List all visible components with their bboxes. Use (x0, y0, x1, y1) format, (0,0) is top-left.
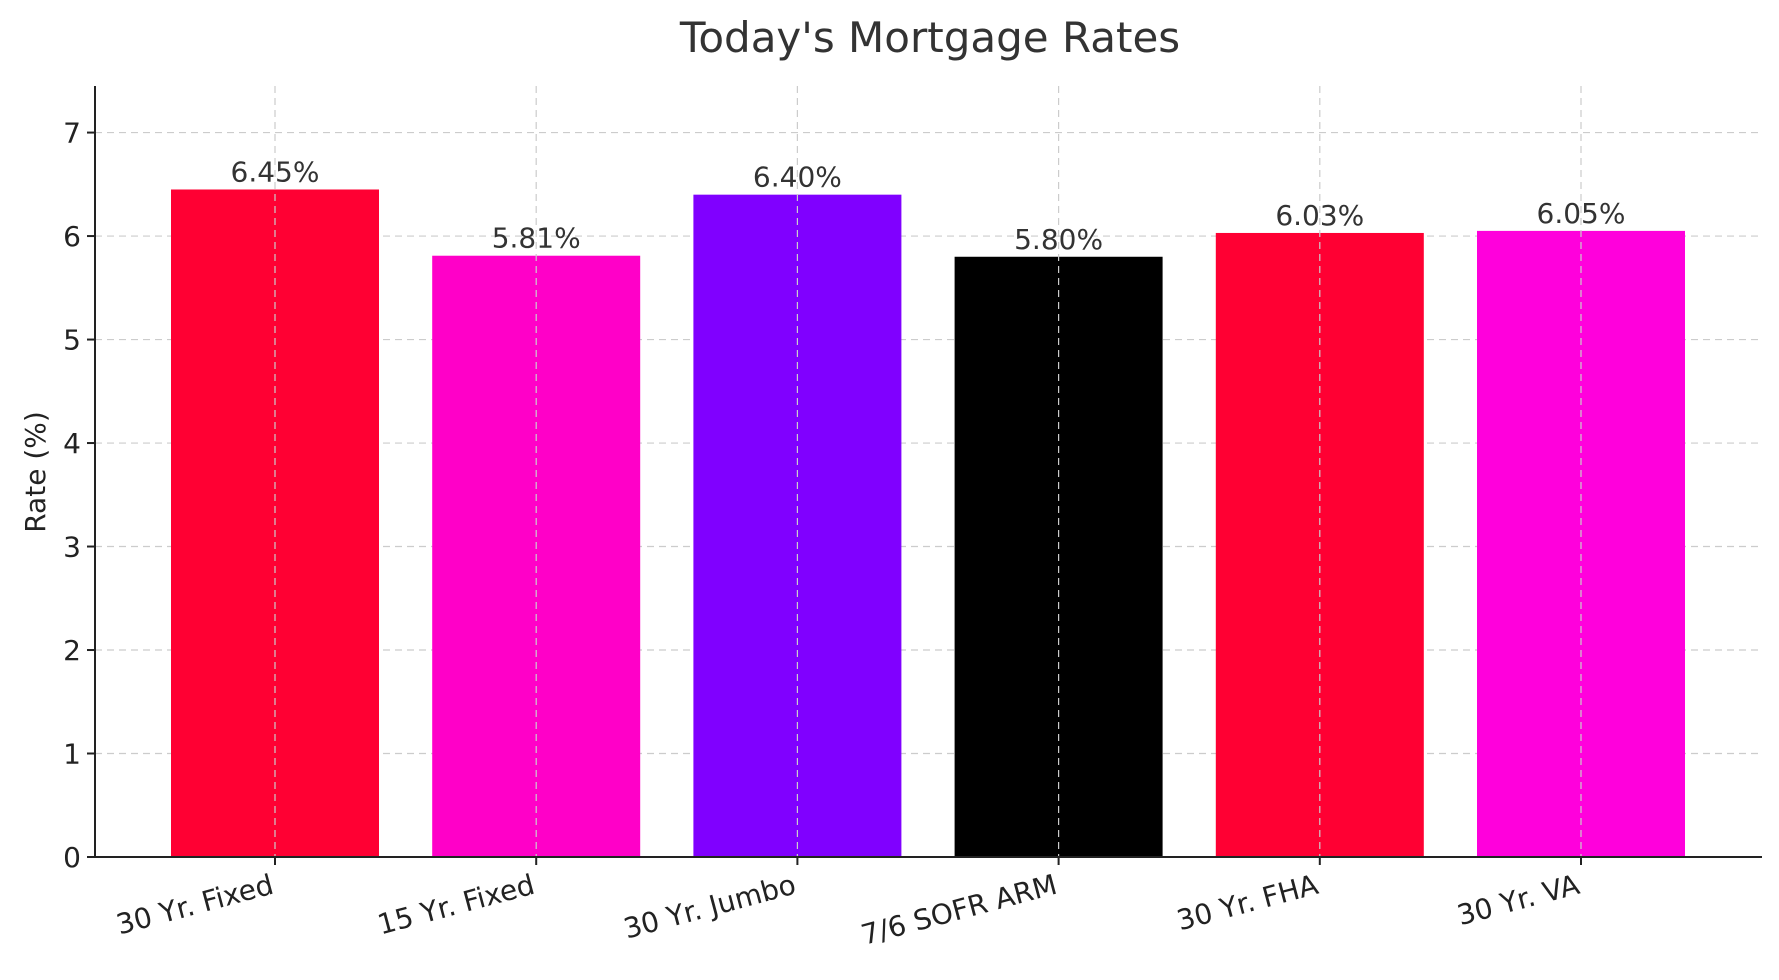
bar-value-label: 5.80% (1014, 223, 1103, 256)
bar-value-label: 6.05% (1537, 197, 1626, 230)
y-tick-label: 3 (63, 531, 81, 564)
y-tick-label: 0 (63, 841, 81, 874)
y-ticks-layer: 0 1 2 3 4 5 6 7 (63, 117, 95, 874)
value-labels-layer: 6.45% 5.81% 6.40% 5.80% 6.03% 6.05% (231, 155, 1626, 255)
x-tick-label: 30 Yr. VA (1454, 868, 1583, 932)
x-tick-label: 30 Yr. Fixed (113, 868, 277, 942)
x-tick-label: 7/6 SOFR ARM (858, 868, 1061, 952)
axes-layer (94, 86, 1762, 858)
y-tick-label: 1 (63, 738, 81, 771)
x-tick-label: 30 Yr. FHA (1173, 868, 1321, 937)
y-tick-label: 7 (63, 117, 81, 150)
y-tick-label: 6 (63, 220, 81, 253)
bar-value-label: 6.03% (1275, 199, 1364, 232)
y-tick-label: 2 (63, 634, 81, 667)
bar-value-label: 6.40% (753, 161, 842, 194)
bars-layer (171, 189, 1685, 858)
x-ticks-layer: 30 Yr. Fixed 15 Yr. Fixed 30 Yr. Jumbo 7/6 … (113, 857, 1583, 952)
y-tick-label: 5 (63, 324, 81, 357)
x-tick-label: 30 Yr. Jumbo (620, 868, 799, 946)
x-grid-layer (274, 86, 1582, 857)
y-tick-label: 4 (63, 427, 81, 460)
bar-value-label: 6.45% (231, 155, 320, 188)
chart-title: Today's Mortgage Rates (679, 13, 1180, 62)
y-axis-label: Rate (%) (19, 411, 52, 533)
bar-value-label: 5.81% (492, 222, 581, 255)
x-tick-label: 15 Yr. Fixed (374, 868, 538, 942)
